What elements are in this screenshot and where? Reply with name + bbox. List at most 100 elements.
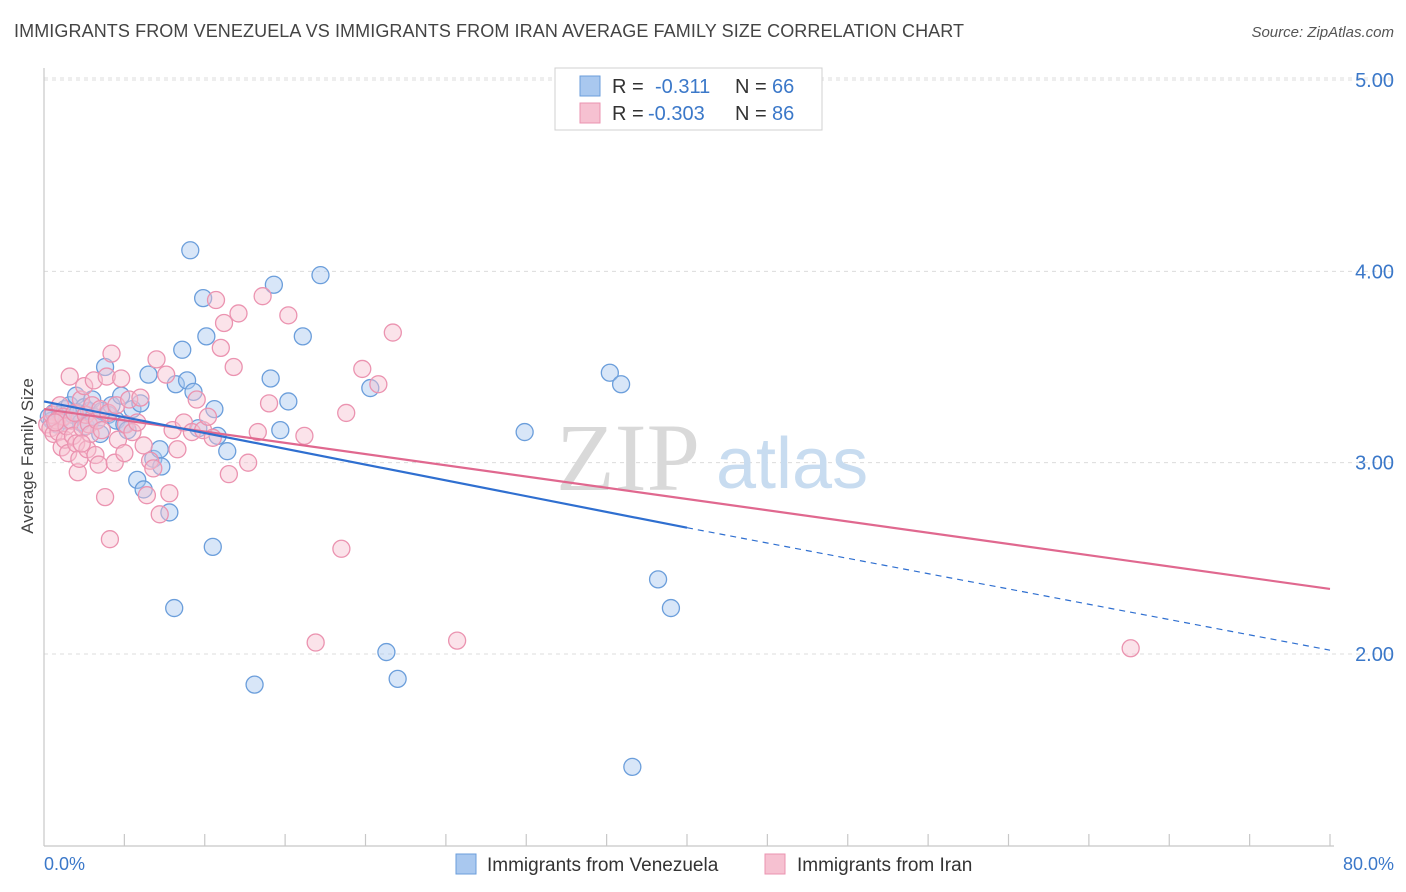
point-iran: [100, 530, 120, 549]
point-iran: [306, 633, 325, 652]
point-iran: [187, 390, 206, 409]
watermark-atlas: atlas: [716, 424, 868, 504]
trend-lines: [43, 400, 1331, 651]
point-venezuela: [181, 241, 200, 260]
point-iran: [150, 505, 169, 524]
point-iran: [57, 417, 76, 436]
legend-n-label-venezuela: N =: [735, 76, 767, 98]
point-venezuela: [173, 340, 192, 359]
stats-legend: R = -0.311 N = 66 R = -0.303 N = 86: [554, 67, 823, 131]
legend-r-label-venezuela: R =: [612, 76, 644, 98]
source-label: Source: ZipAtlas.com: [1251, 24, 1394, 41]
point-venezuela: [661, 598, 681, 618]
point-iran: [353, 359, 372, 379]
point-iran: [86, 445, 105, 465]
point-iran: [112, 369, 131, 388]
point-venezuela: [177, 371, 197, 390]
point-iran: [224, 357, 243, 377]
point-iran: [1121, 639, 1140, 658]
bottom-legend-swatch-iran: [764, 853, 786, 875]
gridlines: [44, 77, 1394, 655]
point-venezuela: [648, 570, 668, 589]
legend-n-value-venezuela: 66: [772, 76, 794, 98]
legend-swatch-iran: [579, 102, 601, 124]
y-tick-label: 2.00: [1355, 644, 1394, 666]
chart-title: IMMIGRANTS FROM VENEZUELA VS IMMIGRANTS …: [14, 21, 965, 41]
bottom-legend-swatch-venezuela: [455, 853, 477, 875]
point-iran: [214, 313, 234, 333]
point-iran: [447, 631, 467, 650]
point-iran: [68, 463, 87, 482]
point-venezuela: [311, 266, 330, 285]
legend-r-label-iran: R =: [612, 103, 644, 125]
point-venezuela: [197, 327, 216, 346]
point-venezuela: [218, 442, 237, 461]
point-iran: [168, 440, 187, 459]
point-venezuela: [166, 375, 185, 394]
point-iran: [95, 487, 115, 507]
point-iran: [337, 403, 356, 423]
point-iran: [248, 422, 267, 442]
y-tick-labels: 2.00 3.00 4.00 5.00: [1355, 70, 1394, 666]
point-iran: [115, 443, 134, 463]
point-iran: [147, 350, 166, 369]
bottom-legend-label-venezuela: Immigrants from Venezuela: [487, 855, 719, 876]
point-venezuela: [271, 420, 290, 440]
point-venezuela: [128, 470, 147, 490]
point-iran: [72, 434, 91, 453]
legend-r-value-iran: -0.303: [648, 103, 705, 125]
y-tick-label: 4.00: [1355, 261, 1394, 283]
legend-r-value-venezuela: -0.311: [655, 76, 710, 98]
point-venezuela: [623, 757, 642, 777]
legend-n-value-iran: 86: [772, 103, 794, 125]
point-iran: [332, 539, 351, 558]
point-iran: [75, 376, 94, 396]
point-iran: [383, 323, 402, 342]
point-venezuela: [245, 675, 264, 694]
watermark-zip: ZIP: [556, 404, 700, 511]
bottom-legend-label-iran: Immigrants from Iran: [797, 855, 972, 876]
point-iran: [198, 407, 218, 426]
point-iran: [206, 290, 226, 310]
point-iran: [137, 486, 157, 505]
trend-line-iran: [43, 408, 1331, 591]
point-venezuela: [203, 537, 222, 557]
point-venezuela: [388, 669, 407, 689]
point-iran: [295, 426, 314, 446]
point-venezuela: [165, 598, 184, 618]
point-iran: [46, 413, 65, 432]
point-iran: [160, 484, 179, 503]
point-venezuela: [611, 375, 631, 394]
point-iran: [279, 306, 298, 325]
point-iran: [369, 375, 388, 394]
legend-n-label-iran: N =: [735, 103, 767, 125]
point-venezuela: [600, 363, 619, 382]
point-venezuela: [279, 392, 298, 411]
point-venezuela: [131, 394, 150, 413]
trend-line-venezuela-extension: [686, 527, 1331, 651]
point-venezuela: [264, 275, 284, 294]
point-venezuela: [515, 422, 534, 442]
trend-line-venezuela: [43, 400, 688, 529]
point-iran: [89, 455, 108, 474]
point-venezuela: [134, 480, 153, 499]
point-iran: [219, 464, 239, 484]
point-iran: [229, 304, 248, 323]
point-iran: [102, 344, 121, 363]
point-iran: [259, 394, 279, 413]
point-iran: [123, 422, 142, 442]
point-iran: [105, 453, 124, 472]
point-venezuela: [139, 365, 158, 384]
point-iran: [67, 434, 86, 453]
y-axis-label: Average Family Size: [18, 378, 37, 534]
point-iran: [60, 367, 79, 386]
point-iran: [131, 388, 150, 407]
x-tick-marks: [123, 834, 1331, 846]
point-iran: [97, 367, 116, 386]
point-venezuela: [293, 327, 312, 346]
point-iran: [157, 365, 176, 384]
y-tick-label: 5.00: [1355, 70, 1394, 92]
x-tick-label-max: 80.0%: [1343, 854, 1394, 874]
point-iran: [92, 420, 112, 440]
